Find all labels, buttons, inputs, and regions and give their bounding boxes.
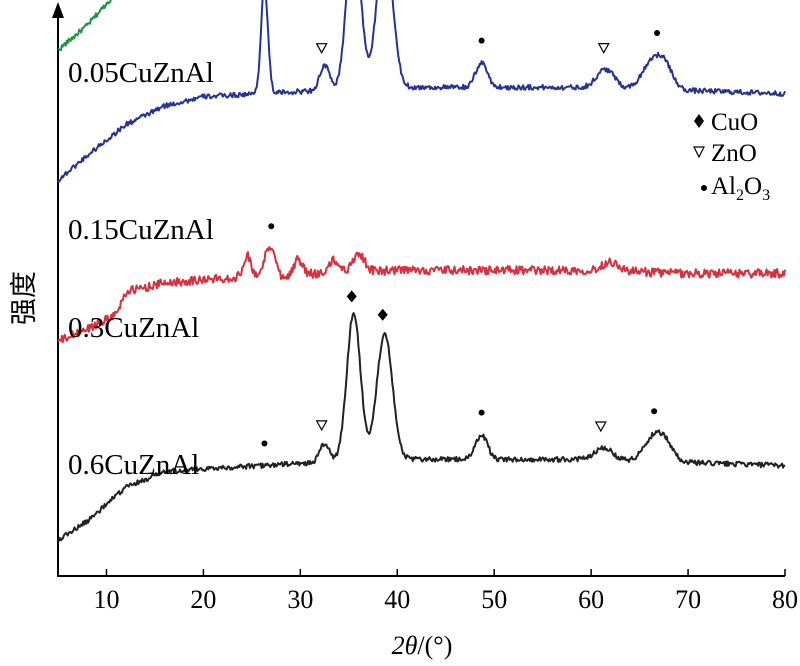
marker-dot-0.3CuZnAl-0 <box>268 223 275 230</box>
x-tick-label-10: 10 <box>93 585 119 614</box>
marker-dot-0.6CuZnAl-6 <box>651 408 658 415</box>
legend-label-al2o3-part1: Al <box>711 173 736 200</box>
x-ticks: 10 20 30 40 50 60 70 80 <box>93 569 798 614</box>
series-label-0.15CuZnAl: 0.15CuZnAl <box>68 214 214 246</box>
series-label-0.05CuZnAl: 0.05CuZnAl <box>68 57 214 89</box>
legend-triangle-marker <box>693 146 705 159</box>
legend-item-zno: ZnO <box>693 140 757 167</box>
legend-label-cuo: CuO <box>711 109 758 136</box>
marker-dot-0.15CuZnAl-4 <box>478 37 485 44</box>
legend-label-al2o3-sub1: 2 <box>736 187 744 204</box>
legend-label-al2o3-sub2: 3 <box>762 187 770 204</box>
x-tick-label-60: 60 <box>578 585 604 614</box>
x-tick-label-30: 30 <box>287 585 313 614</box>
marker-triangle-0.15CuZnAl-1 <box>315 43 328 54</box>
plot-area <box>57 0 786 542</box>
marker-diamond-0.6CuZnAl-3 <box>377 308 388 321</box>
legend-dot-marker <box>701 185 707 191</box>
marker-triangle-0.6CuZnAl-5 <box>594 421 607 433</box>
legend-label-al2o3: Al2O3 <box>711 173 770 204</box>
series-line-0.6CuZnAl <box>57 312 786 542</box>
marker-diamond-0.6CuZnAl-2 <box>346 290 357 303</box>
y-axis-label: 强度 <box>9 271 39 325</box>
phase-markers <box>261 30 661 447</box>
legend: CuO ZnO Al2O3 <box>693 109 770 204</box>
marker-dot-0.6CuZnAl-4 <box>478 409 485 416</box>
x-axis-label-unit: /(°) <box>417 631 452 660</box>
x-tick-label-50: 50 <box>481 585 507 614</box>
x-axis-label: 2θ/(°) <box>392 631 453 660</box>
legend-item-cuo: CuO <box>694 109 758 136</box>
legend-label-al2o3-part2: O <box>744 173 762 200</box>
x-tick-label-40: 40 <box>384 585 410 614</box>
marker-triangle-0.6CuZnAl-1 <box>315 420 328 432</box>
x-tick-label-70: 70 <box>675 585 701 614</box>
legend-diamond-marker <box>694 114 704 128</box>
marker-triangle-0.15CuZnAl-5 <box>597 43 610 54</box>
series-labels: 0.05CuZnAl 0.15CuZnAl 0.3CuZnAl 0.6CuZnAl <box>68 57 214 481</box>
marker-dot-0.6CuZnAl-0 <box>261 440 268 447</box>
series-label-0.3CuZnAl: 0.3CuZnAl <box>68 312 199 344</box>
series-line-0.15CuZnAl <box>57 0 786 183</box>
series-label-0.6CuZnAl: 0.6CuZnAl <box>68 449 199 481</box>
legend-label-zno: ZnO <box>711 140 757 167</box>
x-axis-label-main: 2θ <box>392 631 418 660</box>
legend-item-al2o3: Al2O3 <box>701 173 770 204</box>
x-tick-label-80: 80 <box>772 585 798 614</box>
series-line-0.3CuZnAl <box>57 246 786 344</box>
x-tick-label-20: 20 <box>190 585 216 614</box>
y-axis-arrow <box>52 2 64 18</box>
series-line-0.05CuZnAl <box>57 0 112 51</box>
marker-dot-0.15CuZnAl-6 <box>654 30 661 37</box>
